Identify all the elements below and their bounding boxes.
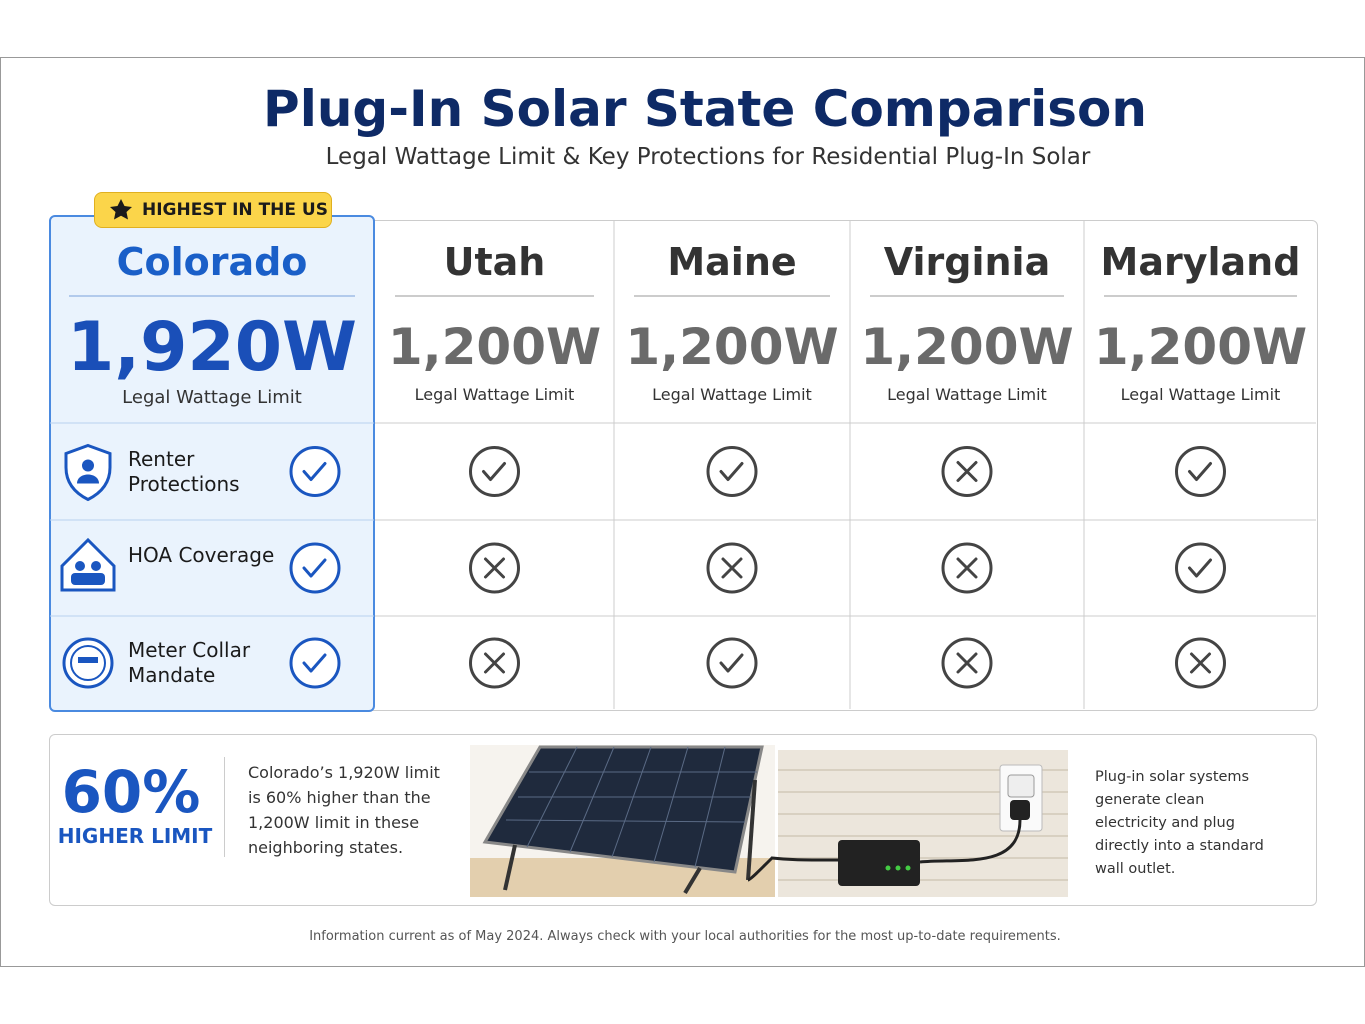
mark-glyph [1188,558,1212,578]
mark-glyph [302,558,327,578]
person-head [82,459,94,472]
callout-stat-label: HIGHER LIMIT [57,824,213,848]
mark-glyph [719,462,744,481]
mark-circle [1175,542,1226,594]
mark-glyph [719,653,744,673]
mark-glyph [484,652,505,674]
cross-mark [469,542,520,594]
cross-mark [706,542,758,594]
state-name: Utah [443,240,546,284]
shield-icon [64,443,112,502]
person-head [91,561,101,571]
subtitle: Legal Wattage Limit & Key Protections fo… [325,144,1091,170]
badge-text: HIGHEST IN THE US [142,200,328,220]
person-head [75,561,85,571]
mark-circle [941,446,993,497]
mark-circle [706,542,758,594]
mark-circle [941,542,993,594]
meter-ring [70,645,106,681]
check-mark [469,446,520,497]
state-name: Maryland [1100,240,1301,284]
mark-glyph [1188,462,1212,481]
mark-glyph [482,462,506,481]
wattage-label: Legal Wattage Limit [1120,385,1281,404]
mark-circle [941,637,993,689]
callout-stat: 60% [61,758,201,826]
wattage: 1,920W [66,308,358,387]
check-mark [706,637,758,689]
person-body [77,474,99,484]
divider [224,757,225,857]
cross-mark [941,446,993,497]
mark-glyph [721,557,743,579]
mark-circle [706,637,758,689]
cross-mark [941,637,993,689]
state-name: Maine [667,240,797,284]
feature-label: HOA Coverage [128,543,275,567]
mark-circle [1175,637,1226,689]
mark-glyph [956,557,978,579]
mark-glyph [956,461,978,482]
check-mark [289,446,341,497]
check-mark [706,446,758,497]
title: Plug-In Solar State Comparison [263,80,1147,138]
wattage: 1,200W [387,318,602,376]
mark-circle [289,542,341,594]
wattage-label: Legal Wattage Limit [122,387,302,408]
mark-glyph [302,653,327,673]
mark-circle [289,637,341,689]
mark-circle [1175,446,1226,497]
mark-circle [469,446,520,497]
cross-mark [941,542,993,594]
check-mark [289,542,341,594]
state-name: Virginia [883,240,1051,284]
feature-icon [64,443,112,502]
feature-icon [60,537,116,592]
people-body [71,573,105,585]
mark-circle [289,446,341,497]
wattage-label: Legal Wattage Limit [887,385,1047,404]
cross-mark [469,637,520,689]
wattage-label: Legal Wattage Limit [652,385,812,404]
mark-circle [706,446,758,497]
mark-glyph [956,652,978,674]
feature-icon [62,637,114,689]
meter-display [78,657,98,663]
star-icon [110,199,132,220]
check-mark [289,637,341,689]
callout-caption: Plug-in solar systems generate clean ele… [1095,769,1264,877]
wattage-label: Legal Wattage Limit [414,385,575,404]
state-name: Colorado [116,240,308,284]
mark-glyph [1190,652,1211,674]
solar-panel-image [470,745,775,897]
mark-circle [469,542,520,594]
check-mark [1175,542,1226,594]
feature-label: Renter Protections [128,446,240,496]
callout-text: Colorado’s 1,920W limit is 60% higher th… [248,763,440,857]
outlet-image [747,750,1068,897]
mark-circle [469,637,520,689]
cross-mark [1175,637,1226,689]
footnote: Information current as of May 2024. Alwa… [309,929,1061,944]
feature-label: Meter Collar Mandate [128,638,251,687]
mark-glyph [302,462,327,481]
mark-glyph [484,557,505,579]
check-mark [1175,446,1226,497]
wattage: 1,200W [1093,318,1308,376]
wattage: 1,200W [625,318,839,376]
wattage: 1,200W [860,318,1074,376]
badge [94,192,332,228]
